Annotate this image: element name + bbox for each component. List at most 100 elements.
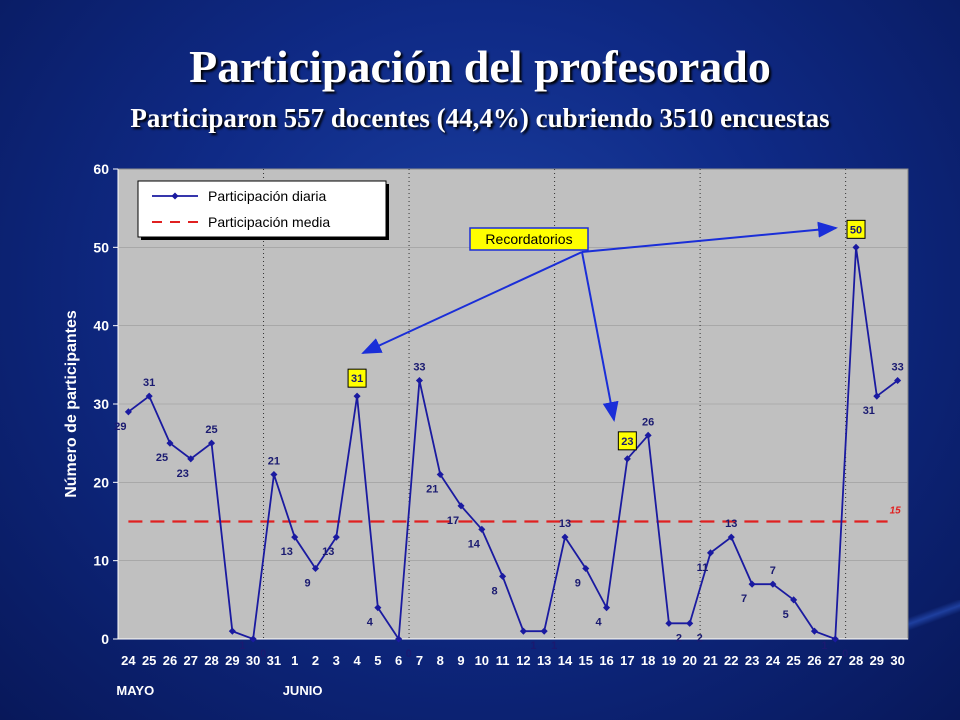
- x-tick-label: 23: [745, 653, 759, 668]
- data-point: [291, 533, 299, 541]
- data-label: 7: [770, 565, 776, 577]
- legend-label-media: Participación media: [208, 214, 330, 230]
- data-label: 13: [559, 518, 571, 530]
- data-label: 1: [551, 640, 557, 652]
- x-tick-label: 28: [849, 653, 863, 668]
- data-point: [374, 604, 382, 612]
- data-point: [894, 376, 902, 385]
- x-tick-label: 11: [496, 653, 510, 668]
- x-tick-label: 4: [353, 653, 361, 668]
- reminder-arrow: [581, 251, 619, 422]
- x-tick-label: 16: [599, 653, 613, 668]
- data-point: [727, 533, 735, 541]
- data-point: [124, 408, 132, 416]
- data-point: [810, 627, 818, 635]
- x-tick-label: 21: [703, 653, 717, 668]
- mean-label: 15: [890, 506, 902, 517]
- data-label: 50: [850, 224, 862, 236]
- x-tick-label: 3: [333, 653, 340, 668]
- x-tick-label: 24: [121, 653, 136, 668]
- data-point: [145, 392, 153, 400]
- month-label: MAYO: [116, 683, 154, 698]
- reminder-arrow: [581, 221, 838, 253]
- annotation-label: Recordatorios: [485, 231, 572, 247]
- x-tick-label: 27: [184, 653, 198, 668]
- month-label: JUNIO: [283, 683, 323, 698]
- legend-label-diaria: Participación diaria: [208, 188, 326, 204]
- data-label: 7: [741, 593, 747, 605]
- legend-swatch-marker: [171, 192, 179, 200]
- x-tick-label: 5: [374, 653, 381, 668]
- data-label: 17: [447, 515, 459, 527]
- data-label: 1: [239, 640, 245, 652]
- annotation-box: [469, 227, 589, 251]
- x-tick-label: 20: [682, 653, 696, 668]
- data-label: 8: [492, 585, 498, 597]
- data-label: 4: [595, 617, 602, 629]
- data-label: 31: [351, 373, 363, 385]
- data-point: [852, 243, 860, 251]
- data-label: 31: [863, 405, 875, 417]
- data-point: [790, 596, 798, 604]
- data-point: [706, 549, 715, 557]
- data-point: [561, 533, 569, 541]
- data-point: [686, 619, 694, 627]
- data-label: 2: [676, 632, 682, 644]
- page-subtitle: Participaron 557 docentes (44,4%) cubrie…: [130, 103, 830, 133]
- x-tick-label: 12: [516, 653, 530, 668]
- data-label: 0: [842, 648, 848, 660]
- data-point: [623, 455, 631, 463]
- data-label: 33: [891, 362, 903, 374]
- data-point: [270, 470, 278, 479]
- x-tick-label: 8: [437, 653, 444, 668]
- legend-box: [137, 180, 387, 238]
- x-tick-label: 27: [828, 653, 842, 668]
- data-label: 1: [530, 640, 536, 652]
- reminder-highlight-box: [846, 219, 866, 239]
- x-tick-label: 13: [537, 653, 551, 668]
- x-tick-label: 31: [267, 653, 281, 668]
- x-tick-label: 30: [890, 653, 904, 668]
- x-tick-label: 26: [807, 653, 821, 668]
- x-tick-label: 25: [142, 653, 156, 668]
- data-label: 13: [281, 546, 293, 558]
- x-tick-label: 30: [246, 653, 260, 668]
- data-point: [769, 580, 777, 588]
- x-tick-label: 9: [457, 653, 464, 668]
- reminder-arrow: [361, 251, 583, 354]
- x-tick-label: 29: [870, 653, 884, 668]
- y-tick-label: 0: [101, 631, 109, 647]
- x-tick-label: 18: [641, 653, 655, 668]
- x-tick-label: 1: [291, 653, 298, 668]
- data-label: 29: [114, 421, 126, 433]
- data-label: 5: [783, 609, 789, 621]
- data-point: [311, 564, 320, 573]
- data-point: [436, 470, 444, 479]
- x-tick-label: 7: [416, 653, 423, 668]
- data-label: 25: [156, 452, 168, 464]
- data-label: 4: [367, 617, 374, 629]
- data-label: 14: [468, 538, 481, 550]
- x-tick-label: 6: [395, 653, 402, 668]
- data-label: 25: [205, 424, 217, 436]
- data-label: 26: [642, 416, 654, 428]
- data-point: [603, 604, 611, 612]
- data-point: [582, 564, 590, 573]
- reminder-highlight-box: [347, 368, 367, 388]
- data-point: [187, 455, 195, 463]
- data-label: 9: [304, 578, 310, 590]
- y-axis-title: Número de participantes: [63, 310, 80, 498]
- x-tick-label: 17: [620, 653, 634, 668]
- x-tick-label: 14: [558, 653, 573, 668]
- x-tick-label: 29: [225, 653, 239, 668]
- data-label: 23: [621, 436, 633, 448]
- data-point: [395, 635, 403, 643]
- y-tick-label: 30: [93, 396, 109, 412]
- data-label: 0: [406, 648, 412, 660]
- data-label: 21: [426, 484, 438, 496]
- data-point: [748, 580, 756, 588]
- data-point: [415, 376, 423, 385]
- data-label: 2: [697, 632, 703, 644]
- x-tick-label: 24: [766, 653, 781, 668]
